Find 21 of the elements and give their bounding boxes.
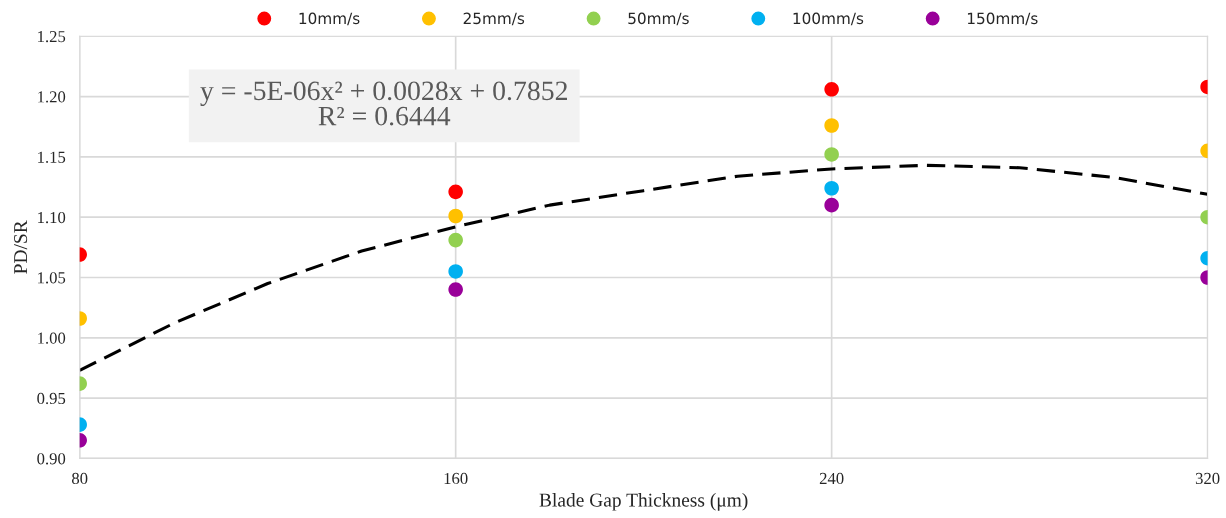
y-tick-label: 1.15 (38, 151, 66, 163)
legend-label: 100mm/s (793, 12, 864, 26)
legend-label: 150mm/s (967, 12, 1038, 26)
y-tick-label: 1.25 (38, 31, 66, 43)
y-tick-label: 1.20 (38, 91, 66, 103)
legend-label: 25mm/s (463, 12, 525, 26)
x-tick-label: 320 (1195, 472, 1220, 485)
legend-label: 50mm/s (628, 12, 689, 26)
y-axis-title: PD/SR (14, 220, 28, 274)
y-tick-label: 1.00 (38, 332, 66, 344)
x-tick-label: 240 (819, 472, 844, 485)
line-series (79, 163, 1208, 372)
legend-label: 10mm/s (299, 12, 360, 26)
x-axis-title: Blade Gap Thickness (μm) (539, 492, 748, 511)
x-tick-label: 160 (444, 472, 468, 485)
y-tick-label: 0.90 (37, 453, 66, 465)
x-tick-label: 80 (71, 472, 88, 485)
annotation: y = -5E-06x² + 0.0028x + 0.7852 R² = 0.6444 (200, 81, 567, 126)
y-tick-label: 1.05 (38, 272, 66, 284)
y-tick-label: 0.95 (37, 392, 66, 405)
y-tick-label: 1.10 (38, 211, 66, 224)
